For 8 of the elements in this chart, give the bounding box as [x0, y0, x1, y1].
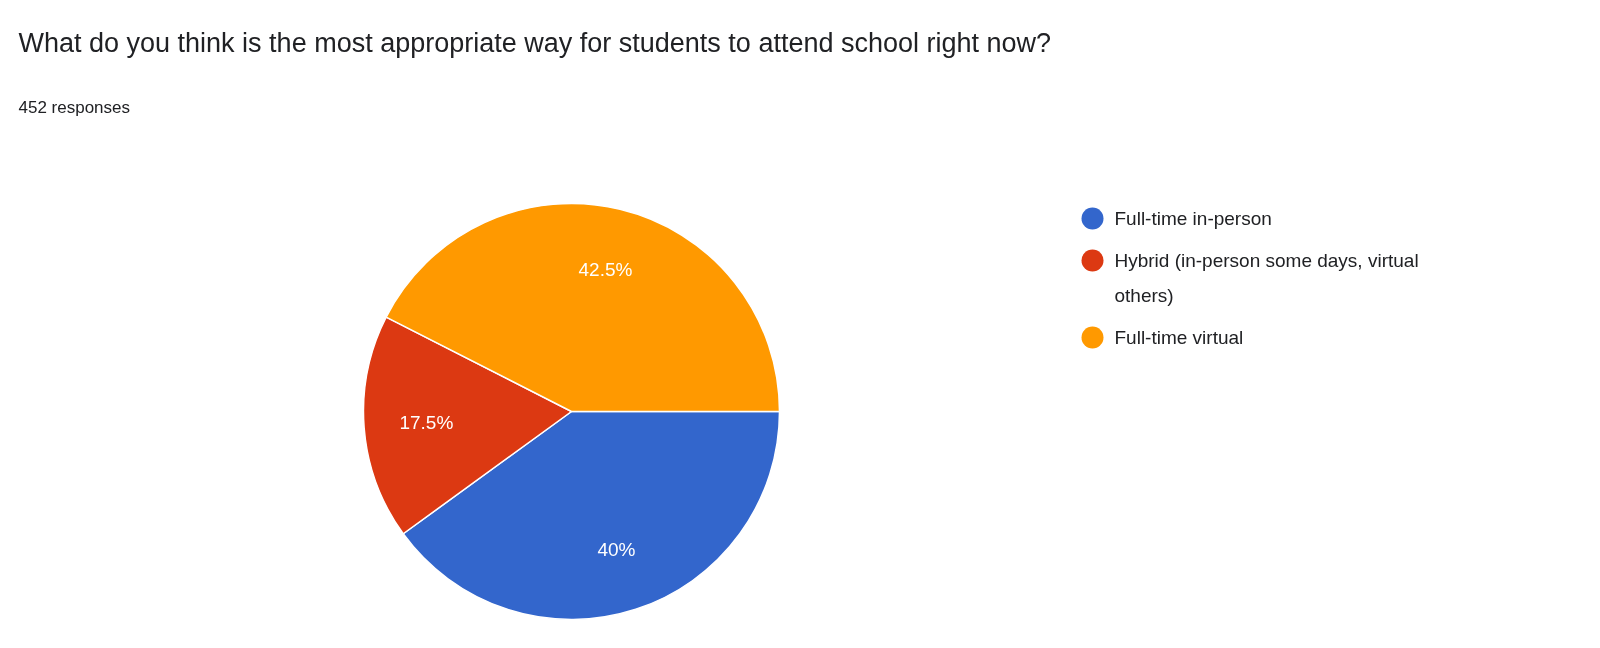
text: 452 responses	[18, 98, 131, 117]
data-label: 42.5%	[578, 259, 633, 281]
data-label: 40%	[597, 539, 636, 561]
legend-label: Hybrid (in-person some days, virtual others)	[1114, 250, 1419, 306]
chart-title: What do you think is the most appropriate way for students to attend school right now?	[18, 27, 1052, 58]
data-label: 17.5%	[399, 412, 454, 434]
legend-label: Full-time in-person	[1114, 208, 1272, 229]
legend-label: Full-time virtual	[1114, 327, 1244, 348]
